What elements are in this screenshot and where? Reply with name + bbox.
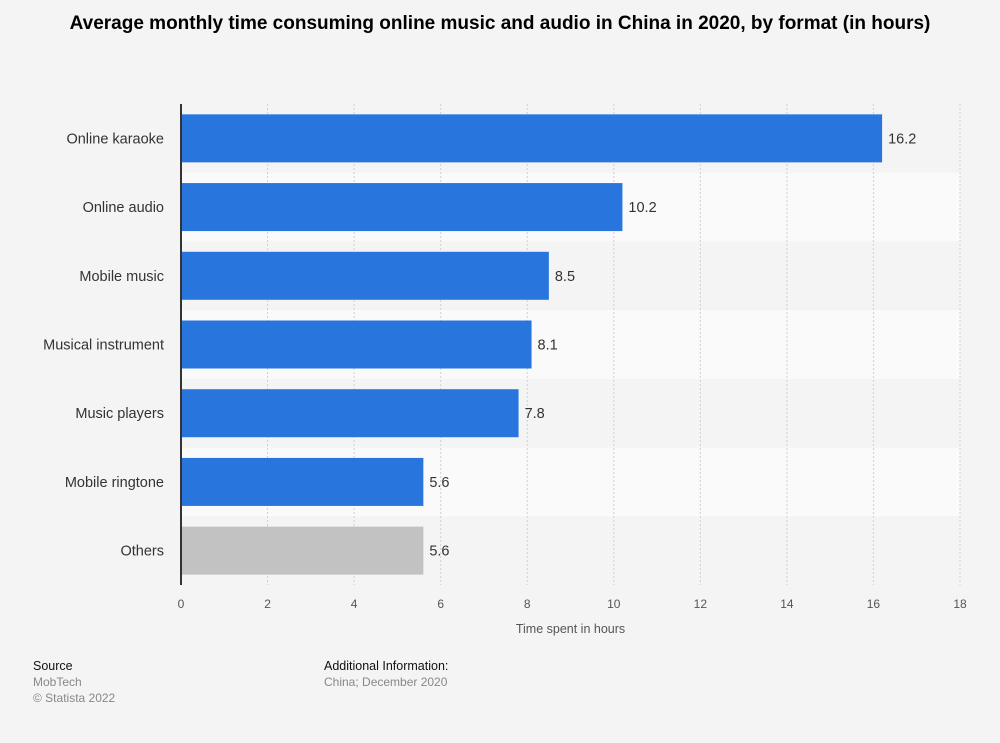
category-label: Musical instrument <box>43 338 164 354</box>
bar-online-audio[interactable] <box>181 183 623 232</box>
x-tick-label: 8 <box>524 597 531 611</box>
category-label: Mobile ringtone <box>65 475 164 491</box>
value-label: 5.6 <box>429 544 449 560</box>
value-label: 8.5 <box>555 269 575 285</box>
additional-info-text: China; December 2020 <box>324 675 448 689</box>
source-heading: Source <box>33 659 73 673</box>
category-label: Others <box>120 544 164 560</box>
bar-music-players[interactable] <box>181 389 519 438</box>
value-label: 10.2 <box>628 200 656 216</box>
bar-online-karaoke[interactable] <box>181 114 883 163</box>
additional-info-heading: Additional Information: <box>324 659 449 673</box>
value-label: 16.2 <box>888 131 916 147</box>
source-name[interactable]: MobTech <box>33 675 82 689</box>
value-label: 8.1 <box>538 338 558 354</box>
x-tick-label: 10 <box>607 597 621 611</box>
additional-info-block: Additional Information: China; December … <box>324 658 448 690</box>
bar-chart: 0 2 4 6 8 10 12 14 16 18 Online karaoke 16.2 Online … <box>43 104 967 636</box>
x-axis-title: Time spent in hours <box>516 622 625 636</box>
x-tick-label: 2 <box>264 597 271 611</box>
source-block: Source MobTech © Statista 2022 <box>33 658 115 706</box>
chart-title: Average monthly time consuming online mu… <box>69 13 931 34</box>
value-label: 7.8 <box>525 406 545 422</box>
category-label: Mobile music <box>79 269 164 285</box>
bar-mobile-ringtone[interactable] <box>181 457 424 506</box>
copyright-text: © Statista 2022 <box>33 691 116 705</box>
x-tick-label: 18 <box>953 597 967 611</box>
bar-musical-instrument[interactable] <box>181 320 532 369</box>
x-tick-label: 14 <box>780 597 794 611</box>
category-label: Online karaoke <box>66 131 164 147</box>
x-tick-label: 6 <box>437 597 444 611</box>
category-label: Music players <box>75 406 164 422</box>
x-tick-label: 0 <box>178 597 185 611</box>
bar-others[interactable] <box>181 526 424 575</box>
x-tick-label: 12 <box>694 597 708 611</box>
x-tick-label: 4 <box>351 597 358 611</box>
category-label: Online audio <box>83 200 164 216</box>
bar-mobile-music[interactable] <box>181 251 549 300</box>
x-tick-label: 16 <box>867 597 881 611</box>
value-label: 5.6 <box>429 475 449 491</box>
